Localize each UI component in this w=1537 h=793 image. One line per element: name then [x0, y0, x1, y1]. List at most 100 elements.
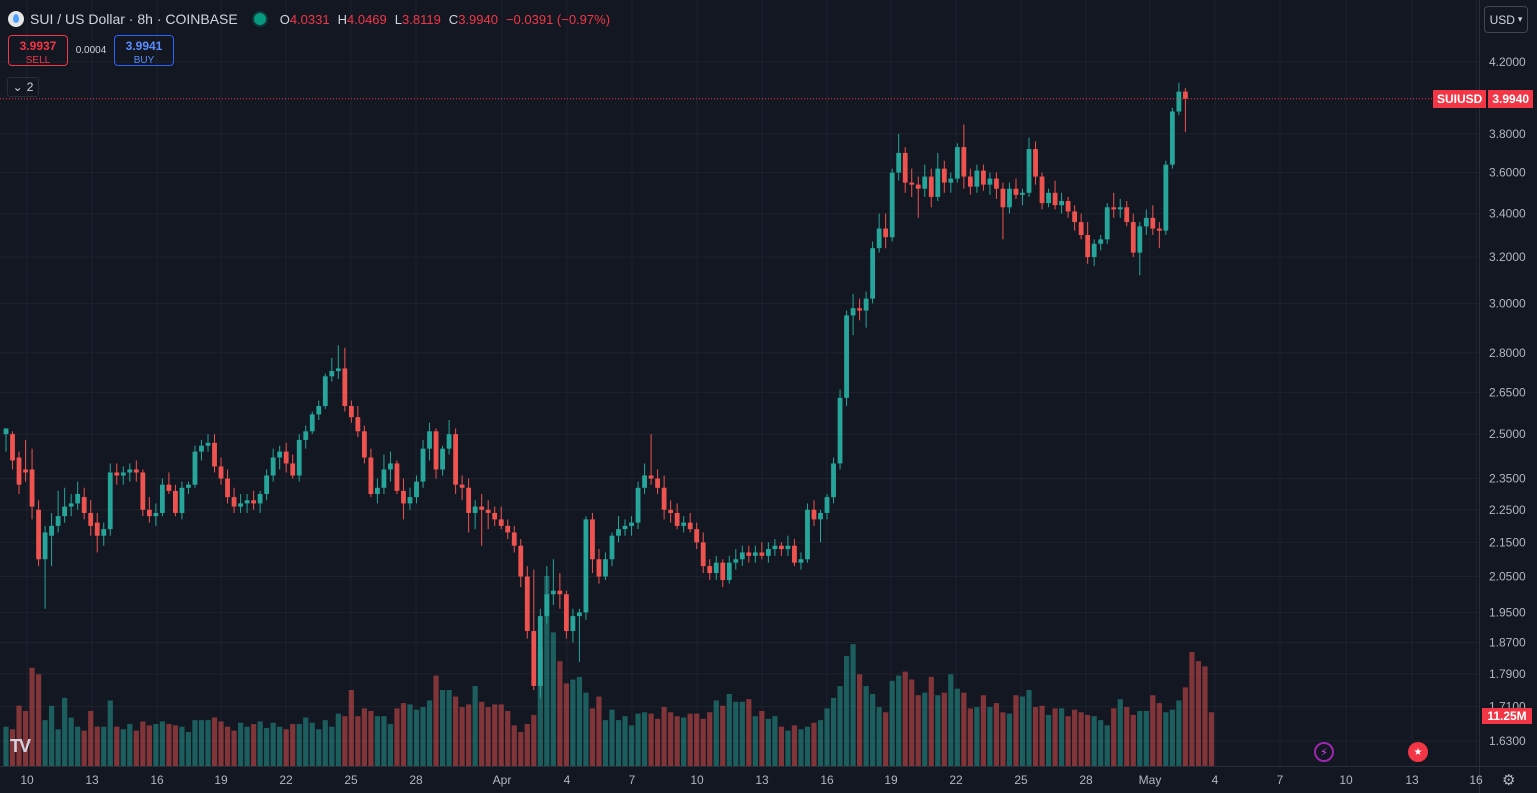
time-tick-label: 13 — [85, 773, 99, 787]
volume-bar — [400, 703, 407, 766]
time-axis[interactable]: 10 13 16 19 22 25 28 Apr 4 7 10 13 16 19 22 25 28 May 4 7 10… — [0, 766, 1537, 788]
volume-bar — [922, 692, 928, 766]
price-tick-label: 2.3500 — [1489, 472, 1526, 486]
candle — [811, 500, 817, 526]
lightning-icon[interactable]: ⚡ — [1314, 742, 1334, 762]
currency-button[interactable]: USD ▾ — [1484, 6, 1528, 33]
volume-bar — [3, 726, 9, 766]
volume-bar — [661, 707, 667, 766]
symbol-title[interactable]: SUI / US Dollar · 8h · COINBASE — [30, 11, 238, 27]
candle — [355, 406, 361, 438]
candle — [348, 400, 354, 423]
candle — [700, 532, 706, 574]
candle — [485, 500, 491, 530]
candle — [1065, 196, 1071, 218]
candle — [329, 358, 335, 382]
volume-bar — [1091, 716, 1097, 766]
volume-bar — [765, 718, 771, 766]
last-price-symbol: SUIUSD — [1433, 89, 1487, 108]
volume-bar — [459, 707, 465, 766]
volume-bar — [1072, 709, 1078, 766]
candle — [981, 164, 986, 191]
volume-histogram — [3, 576, 1215, 766]
sell-button[interactable]: 3.9937 SELL — [8, 35, 68, 66]
volume-bar — [179, 726, 185, 766]
gear-icon[interactable]: ⚙ — [1502, 772, 1516, 789]
price-tick-label: 2.1500 — [1489, 535, 1526, 549]
candle — [616, 516, 621, 543]
volume-bar — [759, 710, 765, 766]
time-tick-label: 16 — [820, 773, 834, 787]
volume-bar — [811, 722, 817, 766]
volume-bar — [146, 725, 152, 766]
volume-bar — [550, 632, 556, 766]
price-tick-label: 3.2000 — [1489, 250, 1526, 264]
volume-bar — [49, 705, 55, 766]
candle — [303, 425, 309, 449]
volume-bar — [987, 707, 993, 766]
volume-bar — [980, 695, 986, 766]
volume-bar — [583, 692, 589, 766]
volume-bar — [1195, 661, 1202, 766]
candle — [537, 608, 543, 699]
candle — [1007, 182, 1012, 214]
volume-bar — [257, 721, 263, 766]
volume-bar — [492, 704, 498, 766]
candle — [120, 466, 126, 485]
candle — [283, 442, 289, 473]
buy-label: BUY — [133, 55, 155, 66]
time-tick-label: 10 — [1339, 773, 1353, 787]
candle — [420, 439, 426, 488]
time-tick-label: May — [1139, 773, 1162, 787]
candle — [655, 469, 660, 494]
candle — [1104, 203, 1110, 244]
volume-bar — [296, 724, 302, 766]
candle — [863, 291, 869, 328]
candle — [407, 487, 413, 510]
volume-bar — [941, 692, 947, 766]
volume-bar — [316, 729, 322, 766]
candle — [257, 490, 263, 513]
volume-bar — [576, 676, 583, 766]
volume-bar — [772, 716, 778, 766]
candle — [850, 293, 856, 336]
candle — [270, 448, 276, 482]
volume-bar — [837, 686, 843, 766]
candle — [212, 434, 217, 473]
volume-bar — [648, 713, 654, 766]
candle — [531, 569, 537, 691]
time-tick-label: 7 — [629, 773, 636, 787]
tradingview-logo-icon[interactable]: TV — [10, 736, 31, 756]
volume-bar — [420, 707, 426, 766]
time-tick-label: 19 — [884, 773, 898, 787]
price-tick-label: 2.8000 — [1489, 346, 1526, 360]
volume-bar — [1130, 714, 1136, 766]
ohlc-values: O4.0331 H4.0469 L3.8119 C3.9940 −0.0391 … — [280, 12, 610, 27]
buy-price: 3.9941 — [125, 39, 163, 53]
volume-bar — [231, 730, 237, 766]
candle — [1059, 192, 1064, 214]
candle — [375, 478, 380, 504]
volume-bar — [22, 710, 29, 766]
volume-bar — [433, 675, 439, 766]
volume-bar — [1039, 705, 1045, 766]
volume-bar — [133, 730, 139, 766]
time-tick-label: 10 — [690, 773, 704, 787]
candle — [772, 539, 778, 556]
volume-bar — [1019, 696, 1026, 766]
volume-bar — [511, 725, 517, 766]
volume-bar — [752, 716, 758, 766]
volume-bar — [993, 703, 1000, 766]
us-flag-icon[interactable]: ★ — [1408, 742, 1428, 762]
indicators-toggle[interactable]: ⌄ 2 — [7, 77, 39, 97]
volume-bar — [127, 724, 133, 766]
candle — [987, 172, 993, 195]
volume-bar — [453, 696, 459, 766]
buy-button[interactable]: 3.9941 BUY — [114, 35, 174, 66]
price-axis[interactable]: 4.2000 3.8000 3.6000 3.4000 3.2000 3.0000 2.80… — [1479, 0, 1537, 793]
price-tick-label: 1.6300 — [1489, 734, 1526, 748]
volume-bar — [107, 700, 113, 766]
candle — [941, 160, 947, 193]
price-tick-label: 2.5000 — [1489, 427, 1526, 441]
